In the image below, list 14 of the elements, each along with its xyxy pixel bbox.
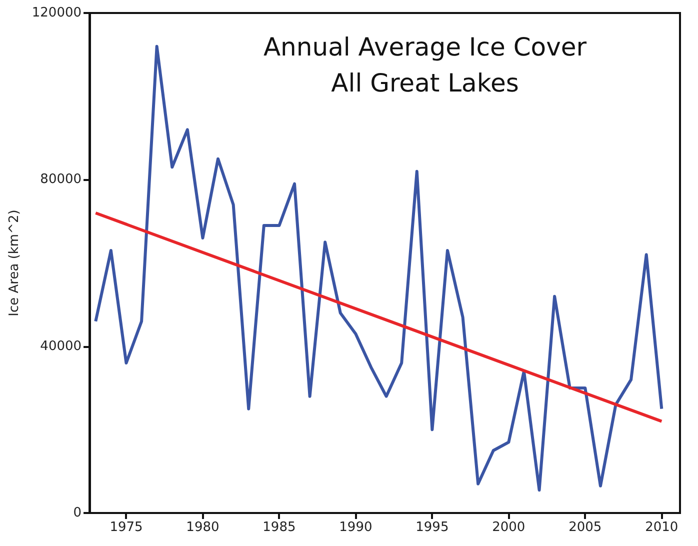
y-tick-label: 80000 [40, 172, 82, 188]
y-tick-label: 0 [73, 506, 82, 520]
y-tick-label: 40000 [40, 338, 82, 354]
x-tick-label: 2005 [568, 520, 602, 535]
y-axis-title: Ice Area (km^2) [7, 210, 22, 316]
x-tick-label: 1980 [186, 520, 220, 535]
x-tick-label: 1995 [416, 520, 449, 535]
x-tick-label: 1990 [339, 520, 372, 535]
x-tick-label: 2010 [645, 520, 678, 535]
x-tick-label: 2000 [492, 520, 526, 535]
x-tick-label: 1985 [262, 520, 296, 535]
text: Annual Average Ice Cover All Great Lakes [263, 32, 588, 98]
y-tick-label: 120000 [32, 6, 82, 20]
x-tick-label: 1975 [110, 520, 143, 535]
